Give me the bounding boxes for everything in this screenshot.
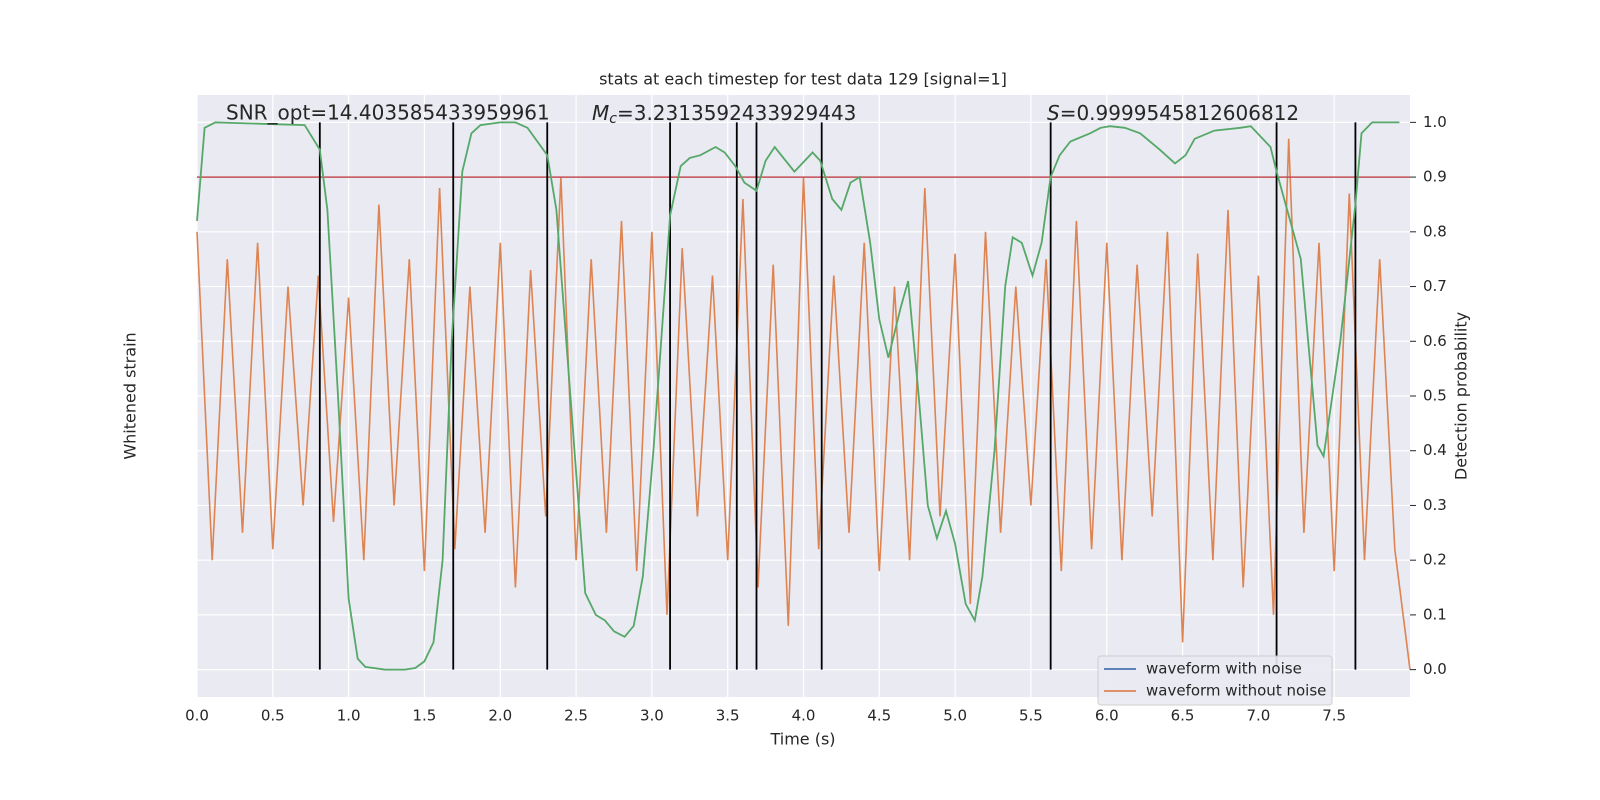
x-tick-label: 0.0 [185,707,209,725]
y2-axis-label: Detection probability [1452,312,1471,480]
probability-line [196,121,1400,671]
x-tick-label: 2.0 [488,707,512,725]
y-axis-label: Whitened strain [121,332,140,459]
x-tick-label: 2.5 [564,707,588,725]
marks [196,121,1411,671]
symbol: S [1047,101,1060,125]
annotation: S=0.9999545812606812 [1047,101,1299,125]
annotation: Mc=3.2313592433929443 [592,101,856,128]
x-tick-label: 7.0 [1246,707,1270,725]
x-axis-label: Time (s) [769,730,835,749]
legend-label: waveform without noise [1146,682,1326,700]
value: =0.9999545812606812 [1060,101,1299,125]
legend-box [1097,655,1333,706]
y-tick-label: 0.1 [1423,605,1447,623]
legend-label: waveform with noise [1146,660,1302,678]
x-tick-label: 7.5 [1322,707,1346,725]
symbol: M [592,101,609,125]
x-tick-label: 3.5 [716,707,740,725]
x-tick-label: 6.5 [1171,707,1195,725]
x-tick-label: 4.5 [867,707,891,725]
y-tick-label: 0.6 [1423,332,1447,350]
chart-title: stats at each timestep for test data 129… [599,70,1007,89]
y-tick-label: 1.0 [1423,113,1447,131]
x-tick-label: 5.0 [943,707,967,725]
y-tick-label: 0.2 [1423,551,1447,569]
y-tick-label: 0.3 [1423,496,1447,514]
y-tick-label: 0.0 [1423,660,1447,678]
x-tick-label: 4.0 [792,707,816,725]
value: =3.2313592433929443 [617,101,856,125]
y-tick-label: 0.9 [1423,168,1447,186]
y-tick-label: 0.5 [1423,387,1447,405]
legend: waveform with noise waveform without nois… [1097,655,1333,706]
x-tick-label: 3.0 [640,707,664,725]
subscript: c [609,111,617,127]
y-tick-label: 0.7 [1423,277,1447,295]
annotation: SNR_opt=14.403585433959961 [226,101,550,125]
y-tick-label: 0.4 [1423,441,1447,459]
y-tick-label: 0.8 [1423,222,1447,240]
x-tick-label: 6.0 [1095,707,1119,725]
x-tick-label: 1.0 [337,707,361,725]
x-tick-label: 1.5 [413,707,437,725]
x-tick-label: 5.5 [1019,707,1043,725]
x-tick-label: 0.5 [261,707,285,725]
